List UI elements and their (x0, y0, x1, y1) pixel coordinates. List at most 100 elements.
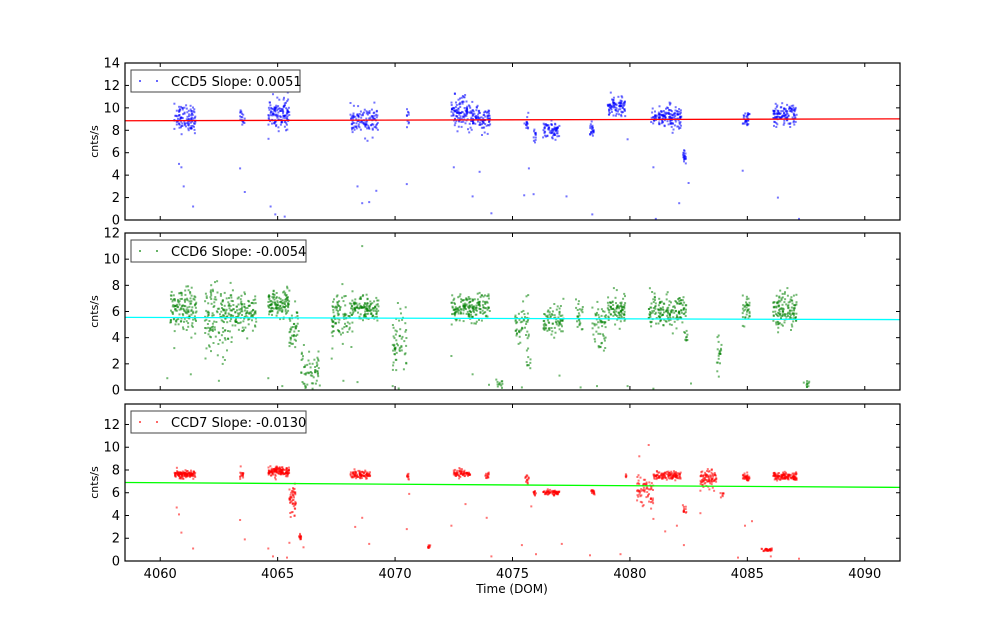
data-point (795, 478, 797, 481)
data-point (710, 471, 713, 474)
data-point (336, 301, 339, 304)
data-point (459, 115, 462, 118)
data-point (680, 299, 683, 302)
data-point (208, 344, 210, 347)
data-point (747, 297, 750, 300)
data-point (280, 469, 283, 471)
data-point (715, 478, 718, 481)
data-point (271, 310, 274, 313)
data-point (275, 106, 278, 109)
data-point (394, 333, 397, 336)
data-point (486, 315, 489, 318)
data-point (788, 106, 791, 109)
data-point (673, 470, 675, 473)
data-point (514, 320, 517, 323)
data-point (311, 362, 314, 365)
data-point (189, 292, 192, 295)
data-point (297, 330, 300, 332)
data-point (775, 313, 777, 316)
data-point (553, 494, 556, 497)
data-point (525, 480, 527, 483)
data-point (605, 314, 607, 317)
data-point (547, 321, 550, 324)
data-point (226, 315, 229, 318)
data-point (514, 314, 517, 317)
data-point (351, 476, 354, 479)
data-point (399, 307, 402, 310)
legend: CCD7 Slope: -0.0130 (130, 410, 307, 434)
data-point (375, 312, 378, 315)
data-point (193, 125, 195, 128)
data-point (674, 306, 676, 309)
data-point (360, 471, 363, 473)
data-point (720, 349, 723, 352)
data-point (778, 310, 781, 313)
data-point (743, 474, 746, 477)
data-point (470, 116, 473, 119)
data-point (604, 336, 607, 339)
data-point (277, 308, 280, 311)
data-point (337, 314, 340, 317)
data-point (551, 322, 554, 325)
data-point (488, 310, 491, 312)
data-point (560, 542, 563, 545)
data-point (648, 488, 651, 491)
data-point (667, 473, 670, 476)
data-point (653, 295, 656, 298)
data-point (194, 471, 197, 474)
data-point (180, 307, 182, 310)
data-point (463, 305, 466, 308)
data-point (657, 311, 660, 314)
data-point (671, 332, 674, 335)
data-point (292, 498, 295, 501)
data-point (646, 495, 649, 498)
data-point (776, 477, 779, 480)
data-point (182, 328, 185, 331)
data-point (400, 337, 403, 340)
data-point (699, 483, 702, 485)
data-point (362, 294, 365, 297)
data-point (487, 294, 490, 297)
data-point (316, 370, 319, 373)
data-point (274, 120, 276, 123)
data-point (662, 324, 665, 326)
data-point (650, 325, 653, 328)
data-point (487, 471, 490, 474)
data-point (205, 295, 208, 298)
data-point (183, 317, 186, 320)
y-tick-label: 8 (112, 279, 120, 294)
data-point (301, 357, 304, 360)
data-point (664, 476, 667, 479)
data-point (807, 385, 810, 388)
y-tick-label: 8 (112, 124, 120, 139)
data-point (352, 126, 355, 129)
data-point (467, 297, 470, 300)
data-point (485, 300, 488, 303)
data-point (317, 367, 320, 370)
data-point (746, 479, 749, 482)
data-point (612, 314, 615, 317)
data-point (461, 95, 464, 97)
data-point (370, 313, 373, 315)
data-point (294, 492, 297, 495)
legend: CCD6 Slope: -0.0054 (130, 239, 307, 263)
data-point (285, 129, 287, 132)
data-point (783, 292, 786, 295)
data-point (683, 511, 685, 513)
data-point (218, 339, 221, 342)
data-point (349, 471, 352, 474)
data-point (171, 300, 174, 303)
data-point (652, 116, 654, 119)
data-point (792, 320, 795, 323)
data-point (289, 493, 292, 496)
data-point (794, 120, 797, 123)
data-point (663, 111, 666, 114)
data-point (607, 319, 610, 321)
data-point (286, 109, 289, 112)
data-point (210, 336, 212, 339)
data-point (204, 292, 207, 295)
data-point (592, 130, 595, 133)
data-point (680, 124, 682, 127)
data-point (269, 104, 272, 107)
data-point (672, 316, 675, 319)
